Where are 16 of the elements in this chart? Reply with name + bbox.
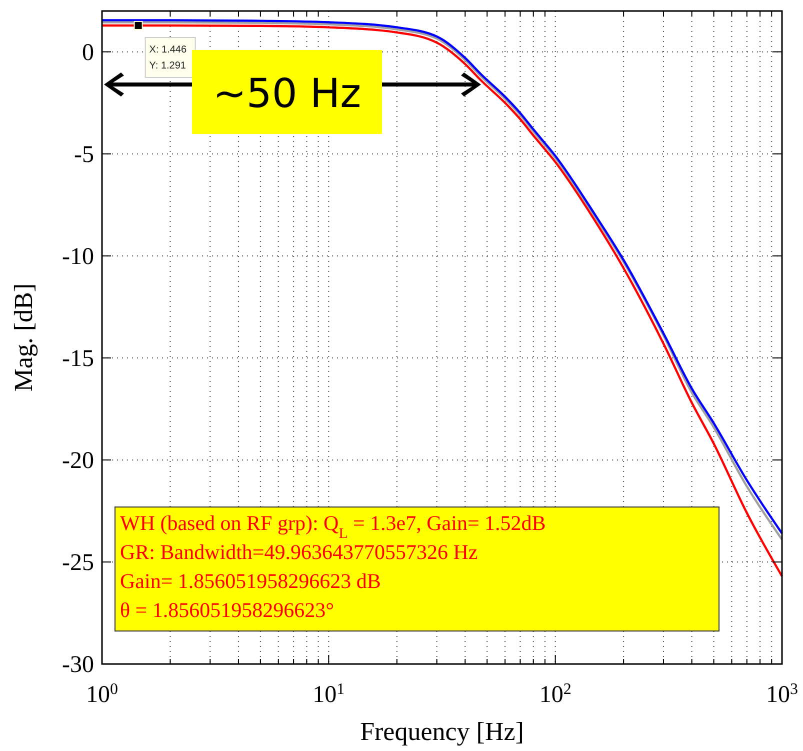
y-tick-label: -15 <box>62 346 94 372</box>
y-tick-label: -5 <box>74 142 94 168</box>
y-tick-label: -20 <box>62 448 94 474</box>
x-axis-title: Frequency [Hz] <box>360 717 524 746</box>
x-tick-label: 10$^{3}$ <box>766 680 798 708</box>
x-tick-label: 10$^{1}$ <box>312 680 345 708</box>
y-tick-label: -10 <box>62 244 94 270</box>
y-tick-label: -30 <box>62 652 94 678</box>
annotation: X: 1.446 Y: 1.291 <box>149 44 187 72</box>
x-tick-label: 10$^{2}$ <box>539 680 572 708</box>
x-tick-label: 10$^{0}$ <box>86 680 118 708</box>
annotation: ~50 Hz <box>212 71 362 117</box>
annotation: WH (based on RF grp): Q$_{L}$ = 1.3e7, Gain= 1.52dB GR: Bandwidth=49.963643770557326 Hz Gain= 1.856051958296623 dB θ = 1.856051958296623° <box>120 511 546 622</box>
y-tick-label: 0 <box>82 40 94 66</box>
y-tick-label: -25 <box>62 550 94 576</box>
y-axis-title: Mag. [dB] <box>9 283 38 392</box>
